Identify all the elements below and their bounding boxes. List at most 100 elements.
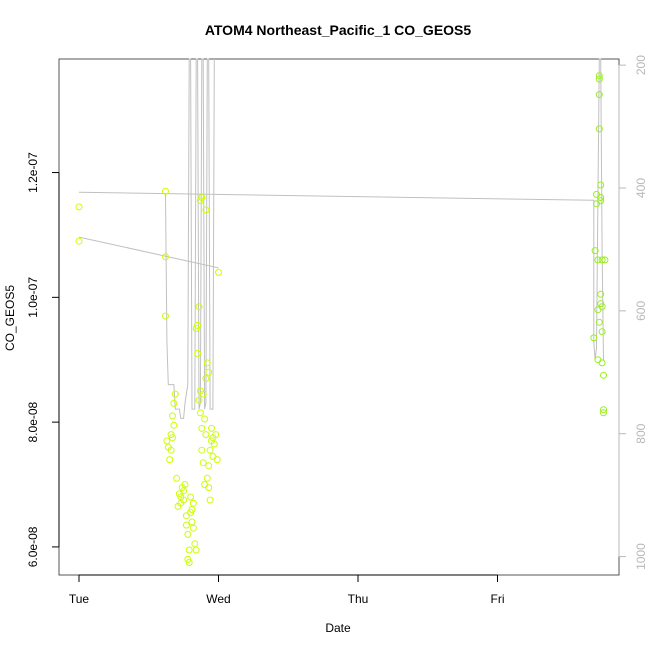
data-point — [180, 496, 188, 504]
data-point — [597, 290, 605, 298]
co-points — [75, 72, 609, 566]
data-point — [75, 237, 83, 245]
data-point — [195, 396, 203, 404]
data-point — [196, 409, 204, 417]
data-point — [595, 75, 603, 83]
y-tick-label: 6.0e-08 — [26, 526, 40, 567]
data-point — [598, 328, 606, 336]
data-point — [182, 521, 190, 529]
data-point — [206, 446, 214, 454]
data-point — [601, 256, 609, 264]
x-axis-label: Date — [325, 621, 351, 635]
data-point — [162, 253, 169, 261]
data-point — [597, 181, 605, 189]
data-point — [187, 509, 195, 517]
data-point — [597, 194, 605, 201]
axes: Tue Wed Thu Fri 6.0e-08 8.0e-08 1.0e-07 1.2e-07… — [26, 55, 648, 606]
data-point — [166, 456, 174, 464]
chart-title: ATOM4 Northeast_Pacific_1 CO_GEOS5 — [205, 22, 472, 38]
data-point — [594, 256, 602, 264]
data-point — [595, 318, 603, 326]
data-point — [593, 190, 600, 198]
data-point — [209, 453, 217, 460]
data-point — [593, 200, 600, 208]
data-point — [205, 484, 213, 492]
data-point — [189, 499, 197, 507]
data-point — [595, 72, 603, 80]
data-point — [598, 303, 606, 311]
data-point — [189, 524, 197, 532]
y-tick-label: 1.2e-07 — [26, 152, 40, 193]
data-point — [181, 481, 189, 488]
data-point — [202, 431, 210, 439]
plot-frame — [58, 58, 620, 576]
x-tick-label: Thu — [348, 592, 369, 606]
data-point — [194, 350, 202, 357]
altitude-line — [78, 58, 604, 361]
data-point — [169, 412, 176, 420]
data-point — [169, 434, 176, 442]
data-point — [210, 440, 218, 448]
data-point — [202, 375, 210, 382]
data-point — [162, 187, 169, 195]
data-point — [600, 406, 607, 414]
data-point — [185, 559, 193, 566]
data-point — [198, 446, 206, 454]
data-point — [201, 481, 209, 488]
altitude-lines — [78, 58, 604, 419]
data-point — [163, 437, 171, 445]
data-point — [203, 359, 211, 367]
data-point — [215, 268, 222, 276]
data-point — [194, 321, 202, 329]
data-point — [185, 546, 193, 554]
data-point — [202, 206, 210, 214]
data-point — [184, 530, 192, 538]
data-point — [205, 368, 213, 376]
data-point — [198, 424, 206, 432]
data-point — [199, 459, 207, 467]
data-point — [595, 125, 603, 133]
data-point — [600, 409, 607, 417]
data-point — [173, 474, 181, 482]
data-point — [171, 390, 179, 398]
data-point — [591, 247, 599, 255]
data-point — [594, 306, 602, 314]
x-tick-label: Fri — [491, 592, 505, 606]
y-tick-label: 8.0e-08 — [26, 401, 40, 442]
data-point — [208, 424, 215, 432]
x-tick-label: Wed — [206, 592, 230, 606]
data-point — [597, 197, 605, 205]
altitude-line-segment-0 — [78, 236, 219, 269]
data-point — [598, 359, 606, 367]
data-point — [595, 91, 603, 99]
data-point — [212, 431, 220, 439]
y2-tick-label: 600 — [634, 301, 648, 321]
data-point — [205, 462, 213, 470]
data-point — [170, 399, 178, 407]
y2-tick-label: 400 — [634, 178, 648, 198]
altitude-line-segment-1 — [165, 58, 215, 419]
y-axis-label: CO_GEOS5 — [3, 285, 17, 351]
data-point — [167, 446, 175, 454]
data-point — [213, 456, 221, 464]
data-point — [201, 415, 209, 423]
data-point — [191, 540, 199, 548]
data-point — [75, 203, 83, 211]
y2-tick-label: 200 — [634, 55, 648, 75]
data-point — [206, 496, 214, 504]
x-tick-label: Tue — [69, 592, 90, 606]
data-point — [198, 194, 206, 201]
data-point — [590, 334, 598, 342]
data-point — [203, 474, 211, 482]
y2-tick-label: 1000 — [634, 543, 648, 570]
data-point — [600, 371, 607, 379]
data-point — [187, 493, 195, 501]
data-point — [182, 512, 190, 520]
data-point — [598, 256, 606, 264]
data-point — [192, 546, 200, 554]
data-point — [188, 518, 196, 526]
data-point — [180, 487, 188, 495]
data-point — [594, 356, 602, 364]
data-point — [162, 312, 169, 320]
